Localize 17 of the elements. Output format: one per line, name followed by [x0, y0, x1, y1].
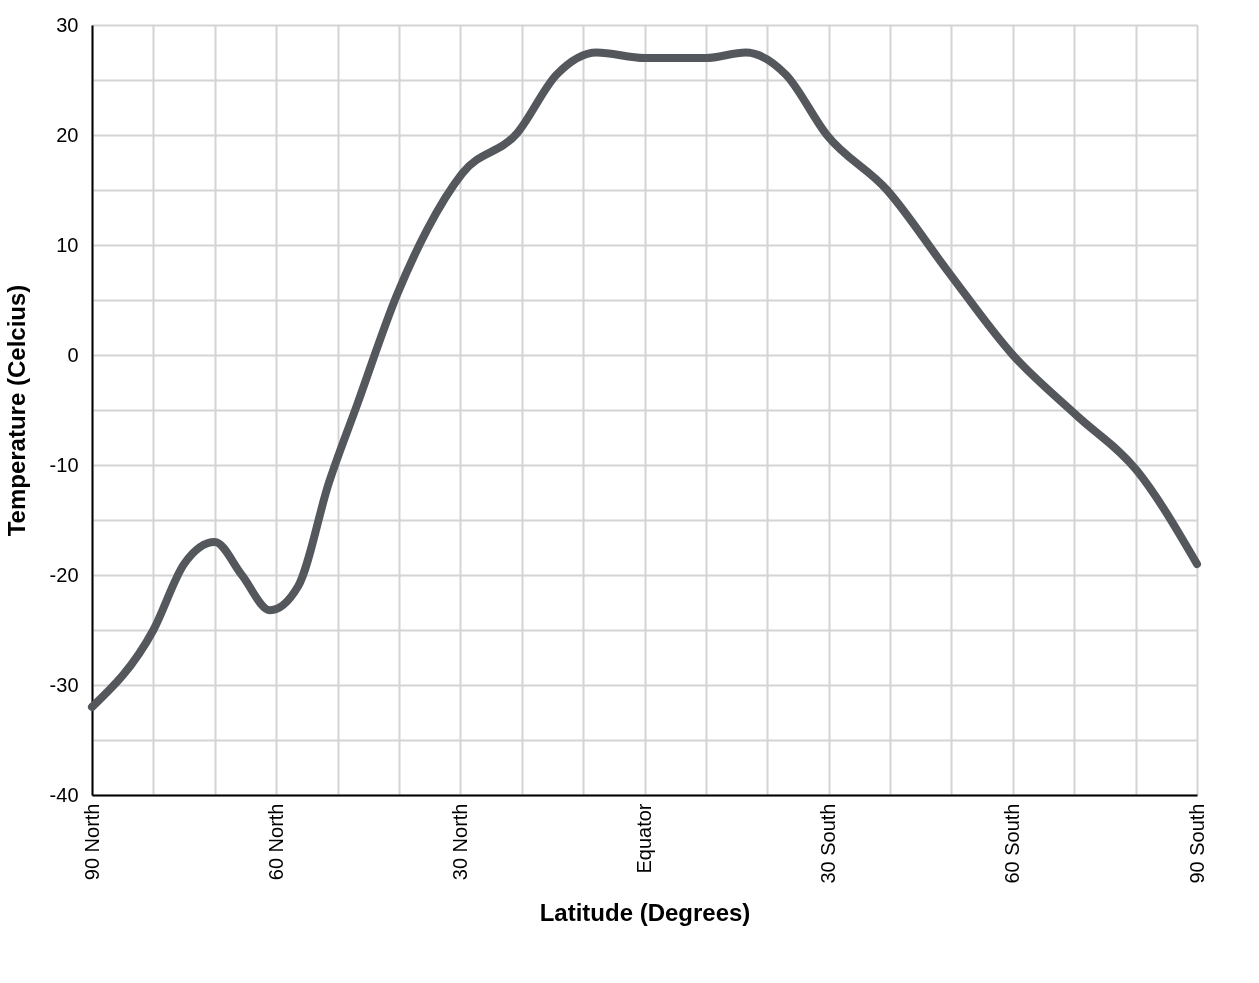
y-tick-label: 30: [56, 13, 79, 36]
x-tick-label: 30 North: [448, 803, 471, 881]
y-tick-label: -30: [49, 673, 79, 696]
x-tick-label: 60 North: [264, 803, 287, 881]
y-tick-label: -20: [49, 563, 79, 586]
x-axis-title: Latitude (Degrees): [539, 898, 751, 926]
y-tick-label: -10: [49, 453, 79, 476]
y-tick-label: 0: [67, 343, 79, 366]
x-tick-label: Equator: [633, 803, 655, 874]
y-tick-label: 10: [56, 233, 79, 256]
x-tick-label: 90 North: [80, 803, 103, 881]
y-tick-label: -40: [49, 783, 79, 806]
y-tick-label: 20: [56, 123, 79, 146]
x-tick-label: 60 South: [1001, 803, 1024, 884]
x-tick-label: 90 South: [1185, 803, 1208, 884]
x-tick-label: 30 South: [817, 803, 840, 884]
y-axis-title: Temperature (Celcius): [2, 284, 30, 537]
